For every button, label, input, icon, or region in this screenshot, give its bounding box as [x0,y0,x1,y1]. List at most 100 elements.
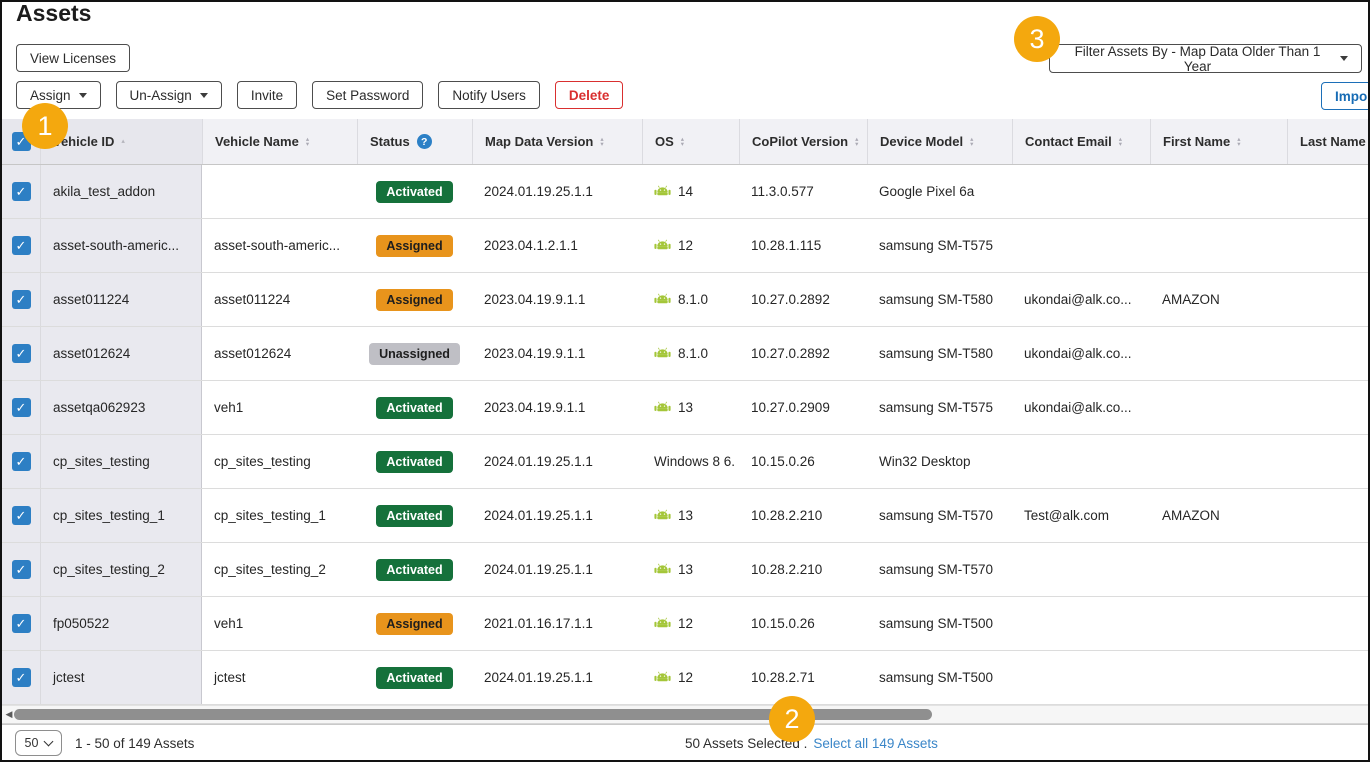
filter-assets-dropdown[interactable]: Filter Assets By - Map Data Older Than 1… [1049,44,1362,73]
column-header-last_name[interactable]: Last Name▴▾ [1287,119,1370,164]
column-header-contact_email[interactable]: Contact Email▴▾ [1012,119,1150,164]
view-licenses-button[interactable]: View Licenses [16,44,130,72]
import-button[interactable]: Import [1321,82,1370,110]
cell-first_name [1150,219,1287,272]
cell-vehicle_id: akila_test_addon [40,165,202,218]
column-header-first_name[interactable]: First Name▴▾ [1150,119,1287,164]
row-checkbox[interactable] [12,398,31,417]
cell-last_name [1287,489,1370,542]
android-icon [654,238,671,253]
sort-icon: ▴▾ [970,137,973,147]
cell-status: Assigned [357,273,472,326]
cell-last_name [1287,327,1370,380]
table-row[interactable]: asset-south-americ...asset-south-americ.… [2,219,1370,273]
callout-badge-3: 3 [1014,16,1060,62]
row-checkbox-cell [2,165,40,218]
cell-first_name [1150,597,1287,650]
column-header-os[interactable]: OS▴▾ [642,119,739,164]
cell-device_model: samsung SM-T580 [867,273,1012,326]
row-checkbox[interactable] [12,506,31,525]
cell-last_name [1287,597,1370,650]
footer: 50 1 - 50 of 149 Assets 50 Assets Select… [2,724,1368,761]
select-all-link[interactable]: Select all 149 Assets [813,736,938,751]
assets-page: Assets View Licenses Assign Un-Assign In… [0,0,1370,762]
delete-button[interactable]: Delete [555,81,624,109]
row-checkbox-cell [2,273,40,326]
cell-vehicle_id: asset-south-americ... [40,219,202,272]
os-version-text: 13 [678,508,693,523]
os-version-text: 13 [678,562,693,577]
status-badge: Activated [376,397,452,419]
table-row[interactable]: akila_test_addonActivated2024.01.19.25.1… [2,165,1370,219]
cell-contact_email [1012,597,1150,650]
cell-last_name [1287,381,1370,434]
status-badge: Unassigned [369,343,460,365]
android-icon [654,508,671,523]
cell-os: 12 [642,651,739,704]
column-header-map_data_version[interactable]: Map Data Version▴▾ [472,119,642,164]
cell-contact_email: ukondai@alk.co... [1012,327,1150,380]
cell-first_name [1150,543,1287,596]
cell-contact_email [1012,219,1150,272]
row-checkbox[interactable] [12,560,31,579]
column-header-device_model[interactable]: Device Model▴▾ [867,119,1012,164]
table-row[interactable]: asset012624asset012624Unassigned2023.04.… [2,327,1370,381]
android-icon [654,562,671,577]
cell-map_data_version: 2021.01.16.17.1.1 [472,597,642,650]
cell-vehicle_id: asset012624 [40,327,202,380]
cell-map_data_version: 2024.01.19.25.1.1 [472,165,642,218]
table-row[interactable]: jctestjctestActivated2024.01.19.25.1.112… [2,651,1370,705]
cell-copilot_version: 10.28.2.210 [739,543,867,596]
row-checkbox[interactable] [12,452,31,471]
android-icon [654,400,671,415]
cell-status: Assigned [357,597,472,650]
cell-device_model: samsung SM-T570 [867,543,1012,596]
cell-vehicle_name: jctest [202,651,357,704]
horizontal-scrollbar[interactable]: ◀ [2,705,1368,724]
cell-copilot_version: 10.27.0.2892 [739,327,867,380]
cell-vehicle_name [202,165,357,218]
cell-contact_email: ukondai@alk.co... [1012,273,1150,326]
table-row[interactable]: cp_sites_testingcp_sites_testingActivate… [2,435,1370,489]
cell-copilot_version: 11.3.0.577 [739,165,867,218]
row-checkbox[interactable] [12,668,31,687]
cell-os: Windows 8 6. [642,435,739,488]
row-checkbox[interactable] [12,614,31,633]
page-size-select[interactable]: 50 [15,730,62,756]
cell-contact_email [1012,165,1150,218]
cell-map_data_version: 2024.01.19.25.1.1 [472,543,642,596]
column-header-vehicle_name[interactable]: Vehicle Name▴▾ [202,119,357,164]
row-checkbox[interactable] [12,290,31,309]
cell-copilot_version: 10.15.0.26 [739,435,867,488]
status-badge: Assigned [376,289,452,311]
cell-status: Activated [357,543,472,596]
cell-vehicle_id: cp_sites_testing_1 [40,489,202,542]
cell-os: 12 [642,597,739,650]
column-header-copilot_version[interactable]: CoPilot Version▴▾ [739,119,867,164]
row-checkbox[interactable] [12,236,31,255]
status-help-icon[interactable] [417,134,432,149]
row-checkbox[interactable] [12,344,31,363]
table-row[interactable]: fp050522veh1Assigned2021.01.16.17.1.1121… [2,597,1370,651]
column-label: First Name [1163,134,1230,149]
notify-users-button[interactable]: Notify Users [438,81,540,109]
column-header-status[interactable]: Status [357,119,472,164]
table-row[interactable]: cp_sites_testing_1cp_sites_testing_1Acti… [2,489,1370,543]
row-checkbox-cell [2,543,40,596]
chevron-down-icon [44,737,54,747]
table-row[interactable]: cp_sites_testing_2cp_sites_testing_2Acti… [2,543,1370,597]
cell-status: Activated [357,651,472,704]
row-checkbox[interactable] [12,182,31,201]
set-password-button[interactable]: Set Password [312,81,423,109]
callout-badge-2: 2 [769,696,815,742]
cell-last_name [1287,543,1370,596]
assets-table: akila_test_addonActivated2024.01.19.25.1… [2,165,1370,705]
row-checkbox-cell [2,327,40,380]
un-assign-button[interactable]: Un-Assign [116,81,222,109]
row-checkbox-cell [2,489,40,542]
assign-button[interactable]: Assign [16,81,101,109]
invite-button[interactable]: Invite [237,81,297,109]
callout-badge-1: 1 [22,103,68,149]
table-row[interactable]: asset011224asset011224Assigned2023.04.19… [2,273,1370,327]
table-row[interactable]: assetqa062923veh1Activated2023.04.19.9.1… [2,381,1370,435]
